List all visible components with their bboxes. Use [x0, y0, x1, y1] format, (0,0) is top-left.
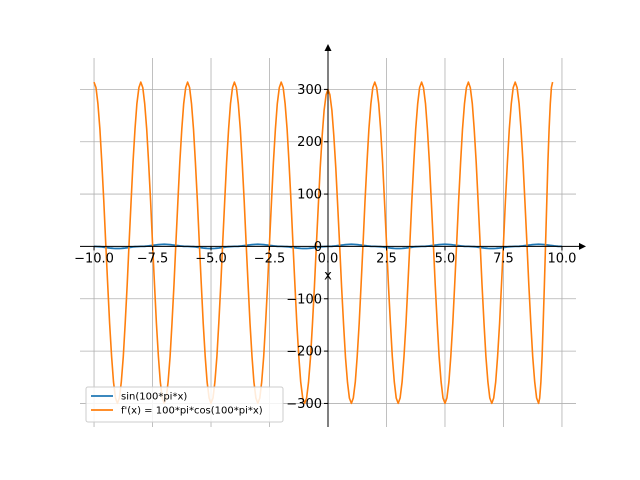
x-tick-label-4: 0.0	[318, 251, 339, 266]
y-tick-label-6: 300	[297, 83, 322, 98]
x-tick-label-0: −10.0	[74, 251, 114, 266]
axes	[80, 44, 586, 427]
x-tick-label-5: 2.5	[376, 251, 397, 266]
x-tick-label-6: 5.0	[435, 251, 456, 266]
x-axis-arrow	[579, 242, 586, 250]
x-tick-label-1: −7.5	[137, 251, 169, 266]
y-tick-label-0: −300	[286, 397, 322, 412]
y-tick-label-3: 0	[314, 240, 322, 255]
legend: sin(100*pi*x) f'(x) = 100*pi*cos(100*pi*x…	[85, 386, 284, 423]
legend-label-1: f'(x) = 100*pi*cos(100*pi*x)	[121, 406, 263, 417]
x-tick-label-7: 7.5	[493, 251, 514, 266]
y-tick-label-1: −200	[286, 345, 322, 360]
legend-frame	[85, 386, 284, 423]
legend-entries: sin(100*pi*x) f'(x) = 100*pi*cos(100*pi*x…	[91, 392, 263, 417]
y-tick-label-5: 200	[297, 135, 322, 150]
y-tick-label-4: 100	[297, 188, 322, 203]
legend-label-0: sin(100*pi*x)	[121, 392, 187, 403]
x-axis-label: x	[324, 268, 332, 283]
y-tick-label-2: −100	[286, 292, 322, 307]
x-tick-label-2: −5.0	[195, 251, 227, 266]
tick-labels: −10.0 −7.5 −5.0 −2.5 0.0 2.5 5.0 7.5 10.0 −300 −20…	[74, 83, 576, 412]
x-tick-label-8: 10.0	[547, 251, 576, 266]
y-axis-arrow	[324, 44, 332, 51]
x-tick-label-3: −2.5	[254, 251, 286, 266]
series-line-1	[93, 81, 554, 405]
